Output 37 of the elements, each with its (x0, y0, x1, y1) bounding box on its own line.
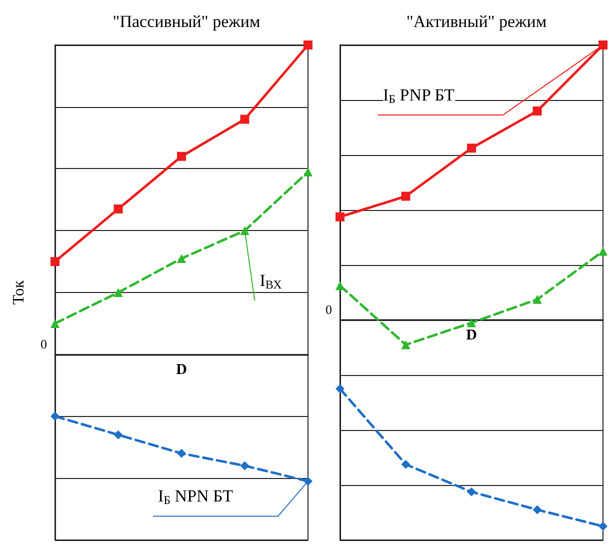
point (304, 167, 312, 176)
text: 0 (326, 302, 332, 317)
point (177, 152, 186, 161)
point (467, 318, 476, 328)
point (401, 340, 410, 350)
point (598, 40, 608, 50)
point (304, 476, 312, 486)
point (177, 448, 186, 458)
point (50, 412, 60, 421)
chart-title: "Пассивный" режим (112, 12, 260, 31)
point (532, 106, 542, 116)
point (401, 192, 410, 201)
point (336, 212, 344, 222)
point (532, 505, 542, 514)
x-axis-title: D (176, 362, 188, 378)
point (50, 318, 60, 328)
point (336, 281, 344, 290)
point (177, 254, 186, 263)
point (467, 487, 476, 496)
x-axis-title: D (466, 328, 478, 344)
point (114, 430, 123, 440)
point (114, 204, 123, 214)
point (467, 144, 476, 153)
point (598, 246, 608, 256)
point (532, 294, 542, 304)
point (114, 288, 123, 297)
point (240, 114, 250, 124)
point (401, 460, 410, 469)
point (240, 226, 250, 236)
point (336, 384, 344, 394)
point (240, 461, 250, 470)
point (304, 40, 312, 50)
point (598, 522, 608, 531)
chart-title: "Активный" режим (406, 12, 547, 31)
y-axis-title: Ток (10, 280, 28, 305)
text: 0 (40, 336, 47, 352)
point (50, 257, 60, 266)
